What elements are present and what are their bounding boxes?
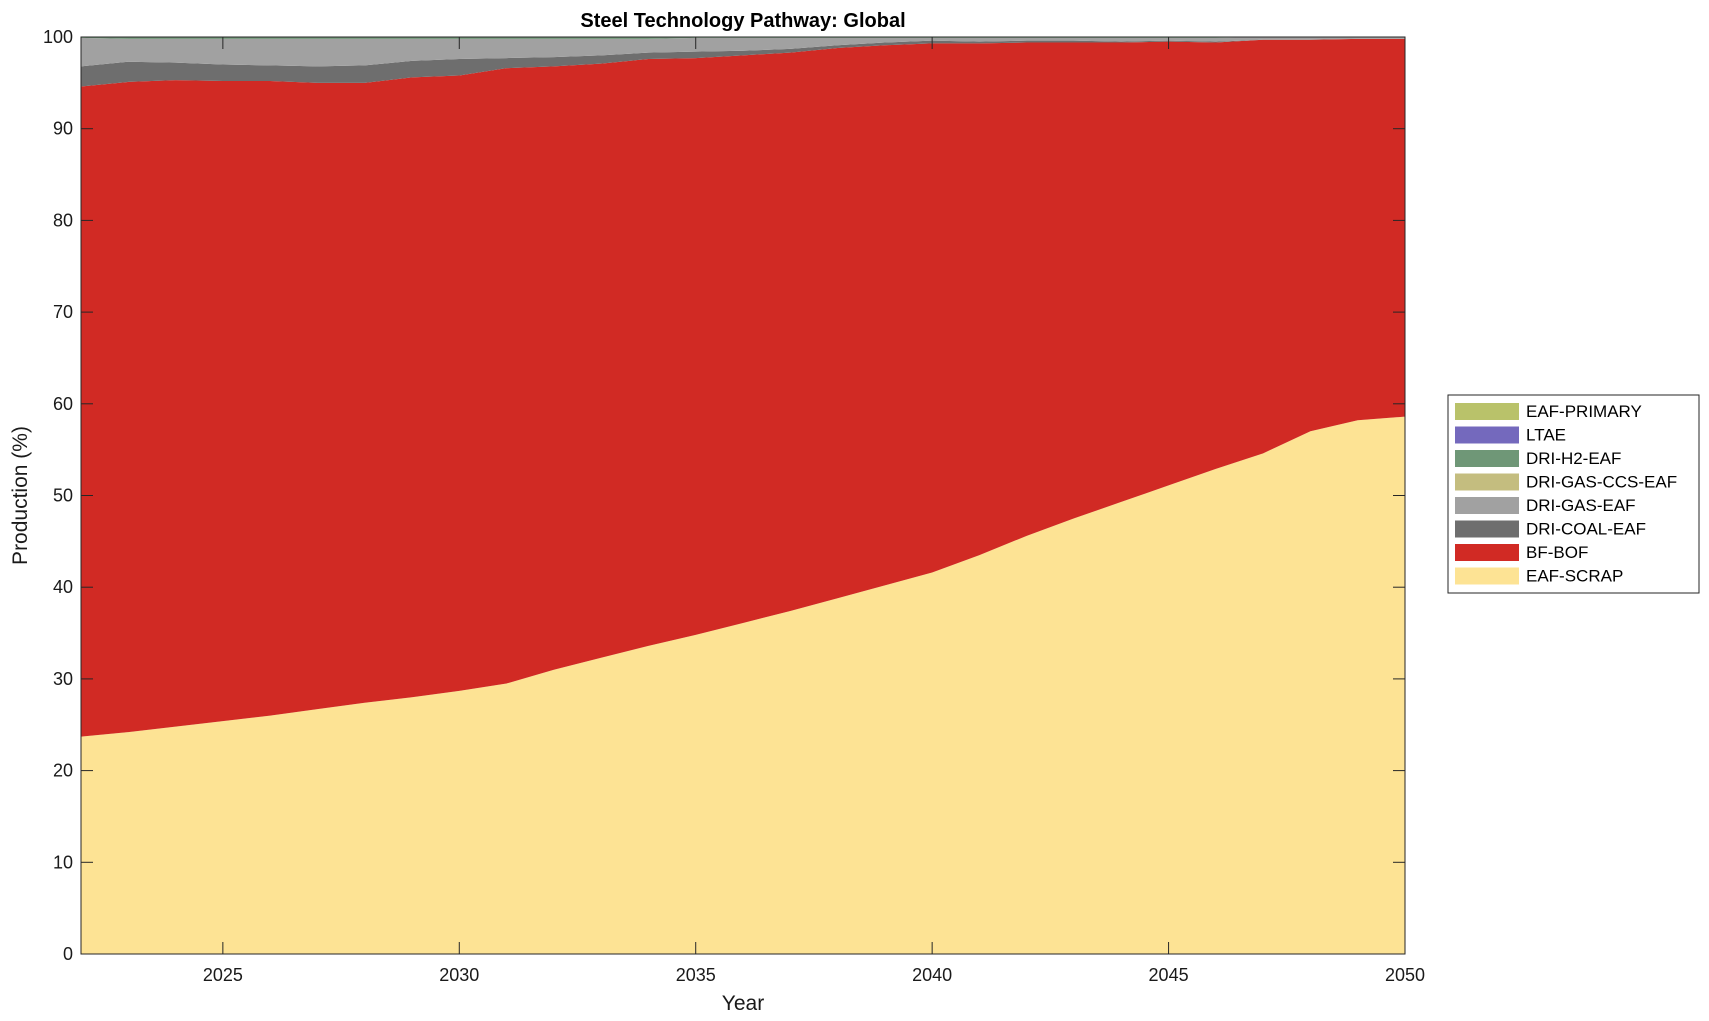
x-tick-label: 2035: [676, 965, 716, 985]
y-tick-label: 40: [53, 577, 73, 597]
legend-label: DRI-COAL-EAF: [1526, 520, 1646, 539]
legend-item-eaf-scrap: EAF-SCRAP: [1455, 567, 1623, 586]
x-tick-label: 2025: [203, 965, 243, 985]
legend-swatch: [1455, 497, 1519, 514]
legend-swatch: [1455, 403, 1519, 420]
legend-box: [1447, 394, 1700, 594]
legend-label: DRI-H2-EAF: [1526, 449, 1621, 468]
legend-item-dri-h2-eaf: DRI-H2-EAF: [1455, 449, 1621, 468]
legend-label: LTAE: [1526, 426, 1566, 445]
y-tick-label: 50: [53, 486, 73, 506]
x-axis: 2025 2030 2035 2040 2045 2050: [203, 37, 1425, 985]
x-tick-label: 2050: [1385, 965, 1425, 985]
legend-swatch: [1455, 567, 1519, 585]
area-dri-gas-eaf: [81, 37, 1405, 67]
legend-swatch: [1455, 544, 1519, 561]
x-tick-label: 2030: [439, 965, 479, 985]
legend-item-bf-bof: BF-BOF: [1455, 543, 1588, 562]
area-eaf-scrap: [81, 416, 1405, 954]
legend-item-dri-gas-eaf: DRI-GAS-EAF: [1455, 496, 1636, 515]
y-tick-label: 10: [53, 852, 73, 872]
y-tick-label: 0: [63, 944, 73, 964]
y-tick-label: 80: [53, 210, 73, 230]
x-tick-label: 2040: [912, 965, 952, 985]
legend: EAF-PRIMARY LTAE DRI-H2-EAF DRI-GAS-CCS-EAF…: [1447, 394, 1700, 594]
y-tick-label: 100: [43, 27, 73, 47]
legend-label: EAF-PRIMARY: [1526, 402, 1642, 421]
y-tick-label: 60: [53, 394, 73, 414]
legend-swatch: [1455, 426, 1519, 444]
y-axis-label: Production (%): [9, 426, 32, 565]
legend-label: BF-BOF: [1526, 543, 1588, 562]
x-axis-label: Year: [722, 992, 764, 1015]
y-tick-label: 90: [53, 119, 73, 139]
legend-item-dri-coal-eaf: DRI-COAL-EAF: [1455, 520, 1646, 539]
legend-item-ltae: LTAE: [1455, 426, 1566, 445]
legend-item-dri-gas-ccs-eaf: DRI-GAS-CCS-EAF: [1455, 473, 1677, 492]
legend-label: DRI-GAS-CCS-EAF: [1526, 473, 1677, 492]
legend-label: EAF-SCRAP: [1526, 567, 1623, 586]
x-tick-label: 2045: [1149, 965, 1189, 985]
y-tick-label: 30: [53, 669, 73, 689]
area-series-group: [81, 37, 1405, 954]
legend-swatch: [1455, 520, 1519, 538]
legend-label: DRI-GAS-EAF: [1526, 496, 1636, 515]
legend-swatch: [1455, 473, 1519, 491]
legend-item-eaf-primary: EAF-PRIMARY: [1455, 402, 1642, 421]
area-dri-coal-eaf: [81, 38, 1405, 87]
area-bf-bof: [81, 38, 1405, 737]
chart-title: Steel Technology Pathway: Global: [580, 10, 905, 32]
y-tick-label: 70: [53, 302, 73, 322]
legend-swatch: [1455, 450, 1519, 467]
y-axis: 0 10 20 30 40 50 60 70 80 90 100: [43, 27, 1405, 964]
y-tick-label: 20: [53, 761, 73, 781]
